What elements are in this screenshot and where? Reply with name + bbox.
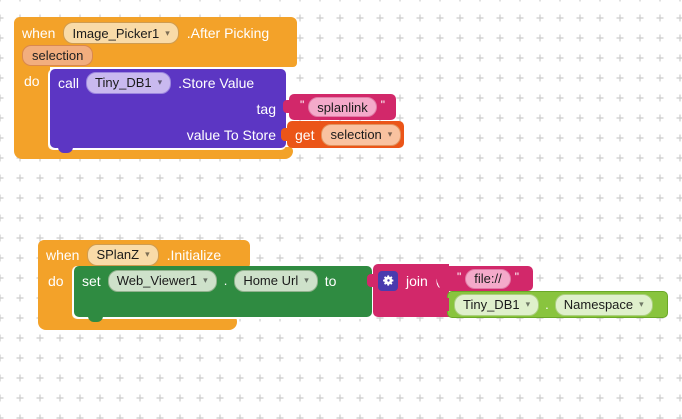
to-keyword: to <box>324 272 337 289</box>
event-param-selection[interactable]: selection <box>22 45 94 66</box>
text-field-file-url[interactable]: file:// <box>465 268 511 289</box>
do-keyword: do <box>48 273 64 289</box>
close-quote: " <box>380 98 386 112</box>
call-store-value-block[interactable]: call Tiny_DB1 ▾ .Store Value tag value T… <box>50 69 286 153</box>
arg-label-tag: tag <box>256 101 276 117</box>
value-plug <box>437 272 445 285</box>
mutator-gear-icon[interactable] <box>378 270 398 291</box>
call-keyword: call <box>58 74 80 91</box>
join-block[interactable]: join ( <box>367 264 449 317</box>
join-label: join <box>406 272 428 289</box>
component-dropdown-web-viewer1[interactable]: Web_Viewer1 ▾ <box>107 269 217 292</box>
value-plug <box>281 128 289 141</box>
when-keyword: when <box>46 246 80 263</box>
next-connector-bump <box>88 316 103 322</box>
component-dropdown-tiny-db1[interactable]: Tiny_DB1 ▾ <box>454 293 540 316</box>
open-quote: " <box>457 269 462 284</box>
next-connector-bump <box>58 147 73 153</box>
when-after-picking-block[interactable]: when Image_Picker1 ▾ .After Picking sele… <box>14 17 297 159</box>
when-keyword: when <box>22 25 56 41</box>
dot-separator: . <box>223 273 228 288</box>
open-quote: " <box>299 98 305 112</box>
dropdown-arrow-icon: ▾ <box>157 77 163 87</box>
dropdown-arrow-icon: ▾ <box>165 27 170 38</box>
component-dropdown-splanz[interactable]: SPlanZ ▾ <box>87 243 159 266</box>
get-selection-block[interactable]: get selection ▾ <box>281 121 404 148</box>
property-dropdown-namespace[interactable]: Namespace ▾ <box>554 293 653 316</box>
when-initialize-block[interactable]: when SPlanZ ▾ .Initialize do <box>38 240 250 330</box>
arg-label-value-to-store: value To Store <box>186 127 276 143</box>
set-keyword: set <box>82 272 101 289</box>
event-block-footer <box>14 147 293 159</box>
dropdown-arrow-icon: ▾ <box>387 129 393 139</box>
dropdown-arrow-icon: ▾ <box>525 299 531 309</box>
value-plug <box>441 298 449 311</box>
get-keyword: get <box>295 126 315 143</box>
dot-separator: . <box>545 297 549 312</box>
event-name-label: .Initialize <box>166 246 222 263</box>
gear-icon <box>382 275 393 286</box>
value-plug <box>367 274 375 287</box>
value-plug <box>283 100 291 113</box>
method-name-label: .Store Value <box>178 74 255 91</box>
event-block-left-spine <box>38 268 74 317</box>
dropdown-arrow-icon: ▾ <box>639 299 644 309</box>
component-dropdown-image-picker1[interactable]: Image_Picker1 ▾ <box>63 22 179 44</box>
component-dropdown-tiny-db1[interactable]: Tiny_DB1 ▾ <box>86 71 172 94</box>
do-keyword: do <box>24 73 40 89</box>
tiny-db-namespace-getter-block[interactable]: Tiny_DB1 ▾ . Namespace ▾ <box>441 291 668 318</box>
property-dropdown-home-url[interactable]: Home Url ▾ <box>234 269 318 292</box>
event-block-left-spine <box>14 67 50 147</box>
text-field-splanlink[interactable]: splanlink <box>308 97 377 117</box>
close-quote: " <box>514 269 519 284</box>
dropdown-arrow-icon: ▾ <box>203 275 208 285</box>
dropdown-arrow-icon: ▾ <box>145 249 150 259</box>
dropdown-arrow-icon: ▾ <box>304 275 309 285</box>
event-block-footer <box>38 317 237 330</box>
text-block-splanlink[interactable]: " splanlink " <box>283 94 396 120</box>
variable-dropdown-selection[interactable]: selection ▾ <box>321 123 402 146</box>
set-home-url-block[interactable]: set Web_Viewer1 ▾ . Home Url ▾ to <box>74 266 372 322</box>
event-name-label: .After Picking <box>186 25 270 41</box>
text-block-file-url[interactable]: " file:// " <box>437 266 533 291</box>
